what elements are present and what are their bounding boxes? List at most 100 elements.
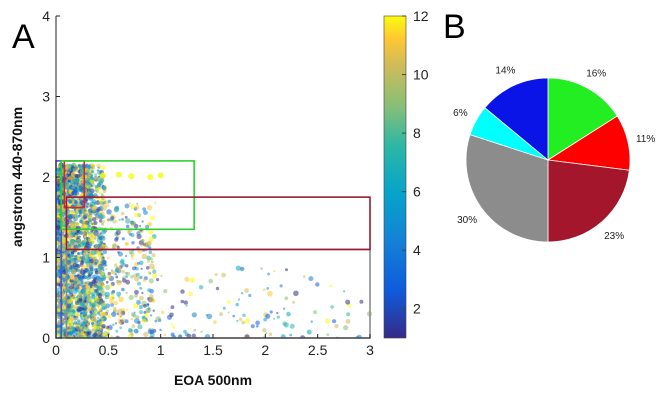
scatter-point (86, 277, 90, 281)
scatter-point (85, 297, 92, 303)
y-tick-label: 2 (42, 169, 50, 185)
colorbar-tick-label: 8 (413, 125, 421, 141)
scatter-point (66, 259, 72, 265)
scatter-point (189, 277, 196, 283)
scatter-point (96, 200, 100, 203)
scatter-point (80, 289, 84, 292)
scatter-point (89, 286, 93, 289)
pie-slice-label: 11% (636, 134, 655, 145)
scatter-point (97, 166, 100, 169)
scatter-point (283, 322, 289, 328)
scatter-point (101, 332, 106, 337)
scatter-point (90, 235, 95, 240)
x-tick-label: 1.5 (203, 342, 223, 358)
scatter-point (106, 209, 112, 215)
scatter-point (125, 291, 128, 295)
scatter-point (109, 284, 113, 288)
scatter-point (326, 333, 330, 337)
scatter-point (106, 274, 112, 280)
scatter-point (57, 220, 60, 223)
scatter-point (148, 263, 155, 270)
scatter-point (91, 279, 96, 284)
scatter-point (78, 173, 82, 177)
scatter-point (125, 242, 129, 246)
scatter-point (77, 252, 80, 255)
scatter-point (72, 331, 78, 337)
scatter-point (219, 312, 224, 317)
scatter-point (66, 295, 70, 300)
scatter-point (130, 274, 134, 279)
scatter-point (235, 265, 241, 271)
scatter-point (183, 300, 188, 305)
scatter-point (74, 177, 80, 182)
scatter-point (134, 289, 139, 295)
scatter-point (89, 201, 95, 207)
scatter-point (150, 260, 154, 264)
region-box (65, 196, 371, 251)
scatter-point (80, 264, 86, 270)
scatter-point (177, 334, 183, 338)
scatter-point (346, 312, 351, 317)
scatter-point (124, 319, 129, 324)
scatter-point (214, 273, 218, 277)
scatter-point (118, 251, 123, 257)
scatter-point (226, 300, 231, 304)
scatter-point (100, 265, 103, 268)
scatter-point (102, 249, 108, 255)
scatter-point (266, 287, 270, 290)
scatter-point (86, 164, 90, 168)
scatter-point (149, 329, 155, 335)
scatter-point (90, 163, 95, 168)
scatter-point (215, 286, 220, 291)
scatter-point (148, 297, 154, 303)
scatter-point (160, 310, 165, 314)
scatter-point (68, 303, 71, 306)
scatter-point (61, 322, 64, 326)
y-tick-label: 3 (42, 89, 50, 105)
scatter-point (154, 319, 157, 323)
scatter-point (93, 193, 96, 196)
scatter-point (124, 215, 128, 219)
scatter-point (163, 289, 168, 294)
scatter-point (232, 314, 235, 318)
scatter-point (56, 321, 61, 326)
scatter-point (146, 266, 150, 270)
scatter-point (88, 238, 91, 242)
scatter-point (104, 291, 110, 297)
scatter-point (191, 333, 196, 338)
scatter-point (101, 312, 107, 318)
scatter-point (98, 285, 103, 290)
scatter-point (285, 268, 288, 272)
scatter-point (94, 173, 98, 177)
scatter-point (71, 304, 76, 309)
colorbar-tick-label: 10 (413, 67, 429, 83)
scatter-point (90, 184, 93, 187)
scatter-point (269, 310, 273, 314)
scatter-point (121, 269, 125, 274)
scatter-point (77, 293, 83, 299)
scatter-point (75, 214, 80, 219)
scatter-point (70, 171, 76, 177)
scatter-point (119, 326, 123, 330)
pie-slice-label: 16% (586, 68, 606, 79)
scatter-point (113, 300, 119, 306)
scatter-point (342, 290, 346, 293)
scatter-point (143, 304, 147, 308)
scatter-point (255, 320, 260, 326)
scatter-point (73, 276, 79, 282)
scatter-point (101, 205, 107, 211)
scatter-point (115, 275, 119, 279)
scatter-point (110, 335, 114, 338)
scatter-point (131, 324, 136, 329)
scatter-point (97, 304, 100, 307)
scatter-point (90, 229, 94, 233)
scatter-point (125, 264, 129, 268)
scatter-point (140, 267, 143, 270)
scatter-point (127, 230, 131, 235)
scatter-point (132, 254, 135, 257)
scatter-point (96, 163, 101, 169)
scatter-point (145, 224, 150, 229)
scatter-point (92, 312, 96, 317)
scatter-point (155, 316, 161, 322)
scatter-point (221, 272, 227, 278)
